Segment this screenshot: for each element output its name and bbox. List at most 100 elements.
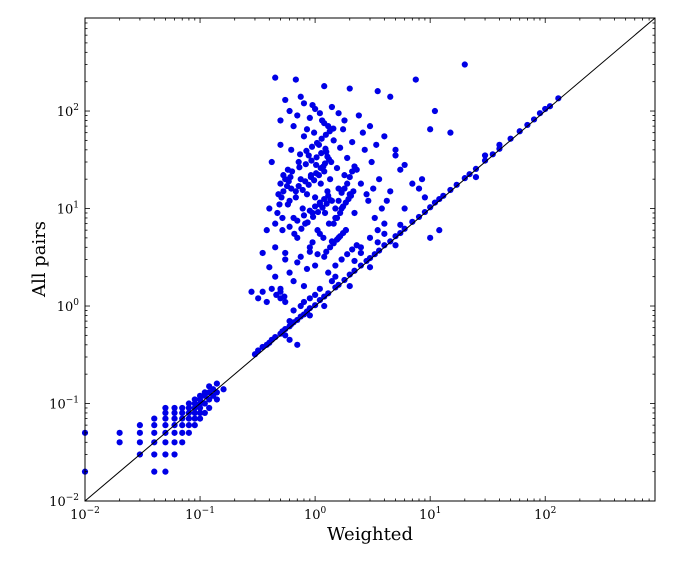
data-point (291, 230, 298, 237)
data-point (328, 103, 336, 111)
data-point (303, 191, 311, 198)
data-point (263, 298, 270, 306)
data-point (295, 158, 302, 166)
data-point (346, 283, 353, 290)
data-point (305, 181, 312, 188)
data-point (339, 126, 347, 133)
data-point (409, 180, 416, 187)
data-point (277, 180, 284, 187)
data-point (314, 208, 322, 216)
data-point (357, 262, 364, 269)
data-point (332, 273, 339, 280)
data-point (376, 247, 383, 254)
data-point (381, 220, 388, 227)
data-point (320, 234, 327, 241)
data-point (279, 227, 286, 234)
data-point (330, 220, 337, 227)
data-point (418, 176, 426, 183)
data-point (306, 312, 313, 319)
data-point (300, 133, 308, 140)
data-point (351, 257, 358, 265)
data-point (440, 192, 447, 199)
data-point (332, 262, 339, 269)
data-point (297, 302, 304, 310)
y-tick-label: 100 (57, 298, 80, 315)
data-point (366, 255, 374, 262)
x-tick-label: 101 (419, 506, 441, 523)
data-point (282, 96, 289, 104)
y-axis-label: All pairs (29, 221, 50, 298)
data-point (290, 278, 297, 285)
data-point (320, 163, 327, 170)
data-point (351, 267, 358, 274)
data-point (366, 264, 374, 271)
tick-labels-layer: 10−2 10−1 100 101 102 10−2 10−1 100 101 102 (49, 103, 556, 523)
data-point (376, 176, 383, 183)
data-point (350, 188, 357, 195)
data-point (374, 88, 381, 95)
data-point (266, 264, 273, 271)
data-point (392, 233, 399, 240)
x-axis-label: Weighted (327, 524, 413, 545)
data-point (196, 392, 204, 399)
data-point (466, 171, 473, 178)
data-point (303, 147, 310, 154)
data-point (335, 110, 342, 117)
data-point (300, 283, 308, 290)
data-point (162, 439, 169, 446)
data-point (288, 168, 296, 175)
data-point (436, 227, 443, 234)
data-point (461, 175, 468, 182)
data-point (191, 415, 198, 422)
data-point (294, 112, 301, 119)
data-point (284, 201, 291, 208)
data-point (201, 409, 208, 417)
data-point (304, 219, 311, 226)
data-point (286, 336, 293, 343)
data-point (295, 182, 302, 190)
data-point (325, 290, 332, 297)
data-point (277, 288, 284, 295)
data-point (421, 208, 428, 216)
data-point (313, 154, 320, 161)
data-point (259, 249, 266, 257)
data-point (322, 145, 329, 152)
data-point (280, 188, 287, 195)
data-point (481, 152, 489, 159)
data-point (392, 146, 399, 153)
data-point (196, 404, 204, 412)
data-point (162, 422, 169, 429)
data-point (365, 197, 372, 204)
data-point (300, 100, 308, 107)
data-point (349, 246, 356, 253)
data-point (309, 239, 316, 246)
data-point (220, 386, 227, 393)
data-point (427, 126, 434, 133)
data-point (201, 389, 208, 396)
data-point (357, 249, 364, 257)
data-point (341, 172, 348, 179)
data-point (185, 400, 192, 407)
data-point (315, 172, 323, 179)
data-point (311, 177, 318, 184)
data-point (447, 186, 454, 194)
data-point (461, 61, 468, 68)
data-point (151, 429, 158, 436)
data-point (312, 203, 319, 210)
data-point (179, 404, 186, 412)
data-point (335, 197, 342, 204)
data-point (294, 217, 301, 224)
data-point (378, 205, 385, 212)
x-tick-label: 10−2 (70, 506, 100, 523)
data-point (321, 209, 329, 217)
data-point (171, 451, 178, 458)
data-point (341, 117, 348, 124)
data-point (162, 451, 169, 458)
data-point (330, 137, 337, 144)
data-point (191, 396, 198, 403)
ticks-layer (84, 17, 656, 502)
data-point (282, 298, 289, 306)
data-point (185, 415, 192, 422)
data-point (415, 213, 423, 221)
data-point (179, 422, 186, 429)
